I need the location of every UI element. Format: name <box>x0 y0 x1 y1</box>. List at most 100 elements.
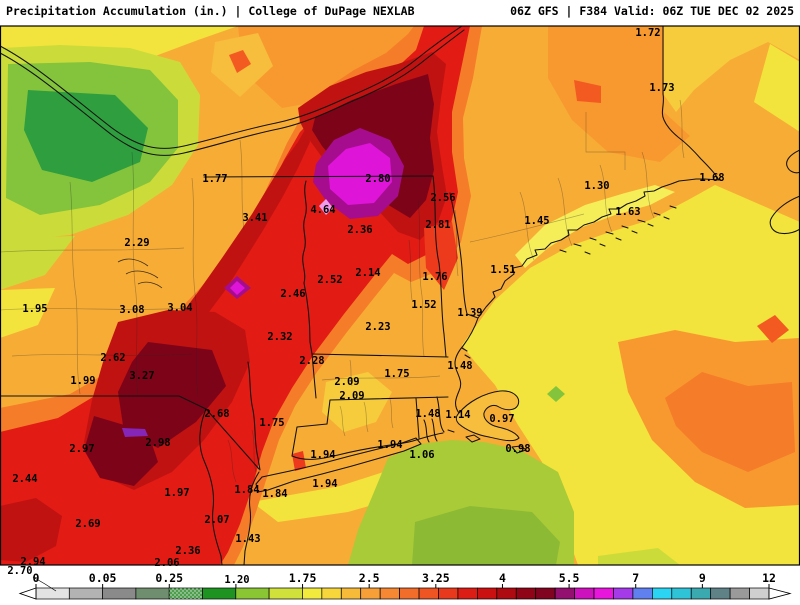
contour-label: 1.84 <box>262 488 287 500</box>
contour-label: 1.75 <box>259 417 284 429</box>
contour-label: 2.07 <box>204 514 229 526</box>
nb-coast <box>769 149 799 235</box>
li-sound-shore <box>291 432 444 460</box>
colorbar-segment <box>535 587 556 600</box>
contour-label: 2.56 <box>430 192 455 204</box>
colorbar-segment <box>321 587 342 600</box>
colorbar-segment <box>235 587 270 600</box>
colorbar-segment <box>35 587 70 600</box>
islands <box>447 347 527 454</box>
contour-label: 1.14 <box>445 409 470 421</box>
colorbar-arrows <box>18 576 792 600</box>
nh-me-border <box>449 192 479 319</box>
colorbar-segment <box>729 587 750 600</box>
ny-nj-pa-borders <box>1 395 260 565</box>
contour-label: 2.94 <box>20 556 45 568</box>
colorbar-segment <box>135 587 170 600</box>
maine-islands <box>559 205 677 255</box>
contour-label: 2.32 <box>267 331 292 343</box>
contour-label: 2.06 <box>154 557 179 569</box>
geography-lines <box>1 26 799 565</box>
colorbar-tick-label: 0 <box>33 571 40 585</box>
nj-coast <box>243 471 260 565</box>
contour-label: 2.23 <box>365 321 390 333</box>
contour-label: 1.77 <box>202 173 227 185</box>
colorbar-tick-label: 9 <box>699 571 706 585</box>
contour-label: 2.36 <box>175 545 200 557</box>
canada-border <box>203 175 434 178</box>
header-title: Precipitation Accumulation (in.) | Colle… <box>6 4 415 18</box>
contour-label: 4.64 <box>310 204 335 216</box>
colorbar-segment <box>593 587 614 600</box>
colorbar-segment <box>399 587 420 600</box>
colorbar-tick-label: 2.5 <box>359 571 380 585</box>
contour-label: 3.04 <box>167 302 192 314</box>
contour-label: 3.08 <box>119 304 144 316</box>
colorbar-tick-label: 7 <box>632 571 639 585</box>
contour-label: 2.80 <box>365 173 390 185</box>
me-nb-border <box>661 26 720 181</box>
contour-label: 2.97 <box>69 443 94 455</box>
contour-label: 1.63 <box>615 206 640 218</box>
contour-label: 1.99 <box>70 375 95 387</box>
hudson-river <box>247 361 261 471</box>
contour-label: 1.84 <box>234 484 259 496</box>
contour-label: 1.30 <box>584 180 609 192</box>
colorbar-left-arrow <box>18 587 37 600</box>
contour-label: 2.98 <box>145 437 170 449</box>
lakes-lines <box>117 258 163 289</box>
contour-leader-line <box>32 576 57 592</box>
colorbar-segment <box>477 587 498 600</box>
contour-label: 1.45 <box>524 215 549 227</box>
contour-label: 1.06 <box>409 449 434 461</box>
colorbar-segment <box>515 587 537 600</box>
contour-label: 1.39 <box>457 307 482 319</box>
colorbar-segment <box>102 587 137 600</box>
colorbar-segment <box>574 587 595 600</box>
colorbar-segment <box>268 587 303 600</box>
contour-label: 0.98 <box>505 443 530 455</box>
contour-label: 1.48 <box>415 408 440 420</box>
colorbar-segment <box>632 587 653 600</box>
colorbar-segment <box>202 587 237 600</box>
contour-label: 1.48 <box>447 360 472 372</box>
colorbar-tick-label: 4 <box>499 571 506 585</box>
contour-labels-layer: 1.77 2.80 4.64 3.41 2.36 2.56 2.81 2.29 2.52 2.14… <box>7 27 724 586</box>
contour-label: 1.94 <box>377 439 402 451</box>
contour-label: 1.51 <box>490 264 515 276</box>
colorbar-segment <box>340 587 362 600</box>
contour-label: 1.72 <box>635 27 660 39</box>
colorbar-tick-label: 0.05 <box>89 571 117 585</box>
contour-label: 2.46 <box>280 288 305 300</box>
contour-label: 1.94 <box>312 478 337 490</box>
colorbar-segment-stipple <box>169 588 203 599</box>
county-lines <box>1 99 685 483</box>
maine-coast <box>477 178 720 319</box>
contour-label: 1.43 <box>235 533 260 545</box>
contour-label: 2.68 <box>204 408 229 420</box>
contour-label: 2.69 <box>75 518 100 530</box>
colorbar-segment <box>613 587 634 600</box>
cape-cod <box>455 390 520 442</box>
contour-label: 2.52 <box>317 274 342 286</box>
map-region-fills <box>1 26 799 565</box>
contour-label: 1.20 <box>224 574 249 586</box>
contour-label: 2.09 <box>339 390 364 402</box>
colorbar-segment <box>418 587 439 600</box>
ct-ri-borders <box>291 396 449 457</box>
colorbar-segment <box>68 587 103 600</box>
contour-label: 2.09 <box>334 376 359 388</box>
long-island <box>255 437 422 493</box>
contour-label: 3.27 <box>129 370 154 382</box>
contour-label: 2.28 <box>299 355 324 367</box>
contour-label: 1.97 <box>164 487 189 499</box>
colorbar-segment <box>554 587 575 600</box>
contour-label: 2.44 <box>12 473 37 485</box>
vt-nh-border <box>432 175 447 358</box>
contour-label: 2.81 <box>425 219 450 231</box>
contour-label: 2.14 <box>355 267 380 279</box>
contour-label: 1.76 <box>422 271 447 283</box>
contour-label: 2.36 <box>347 224 372 236</box>
